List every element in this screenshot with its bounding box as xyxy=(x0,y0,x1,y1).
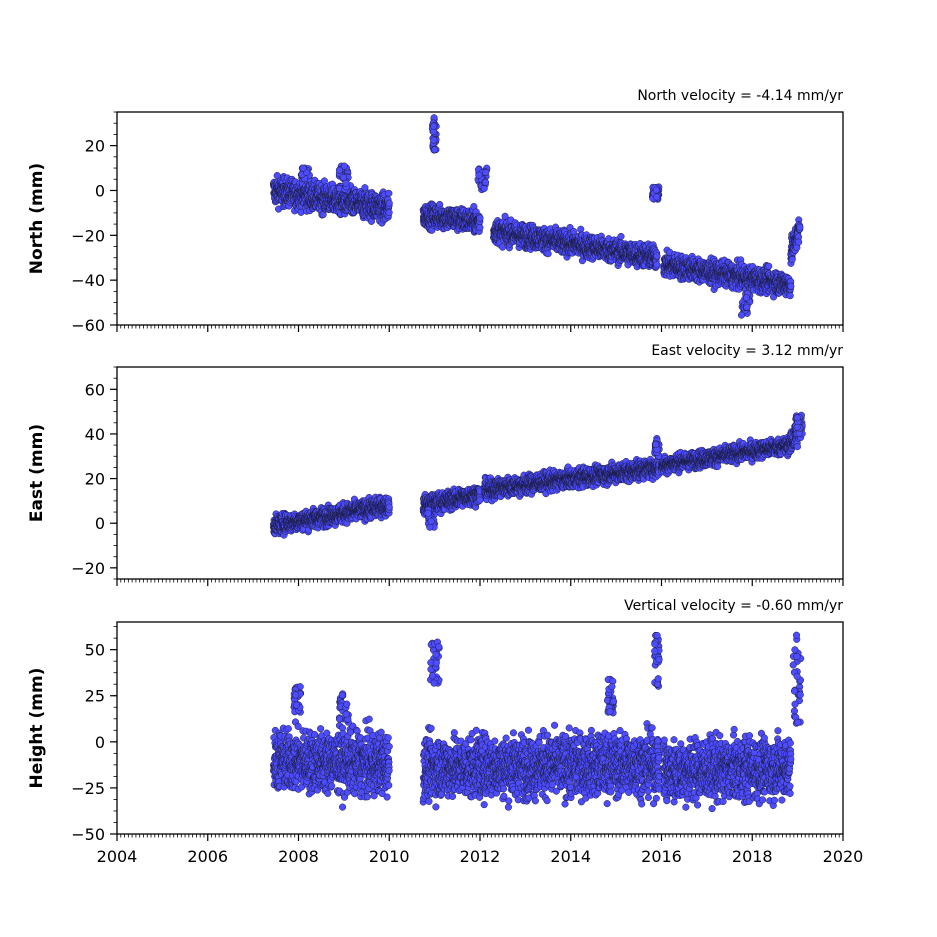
data-point xyxy=(787,282,795,290)
data-point xyxy=(742,294,750,302)
data-point xyxy=(476,224,484,232)
data-point xyxy=(653,193,661,201)
y-tick-label: 20 xyxy=(85,137,105,156)
north-y-ticks: −60 −40 −20 0 20 xyxy=(71,111,117,335)
north-axis-title: North (mm) xyxy=(27,163,47,274)
data-point xyxy=(653,261,661,269)
panel-north: −60 −40 −20 0 20 North (mm) North velocity = -… xyxy=(27,88,844,335)
data-point xyxy=(385,209,393,217)
data-point xyxy=(430,122,438,130)
data-point xyxy=(299,164,307,172)
east-points xyxy=(269,411,806,539)
data-point xyxy=(482,168,490,176)
y-tick-label: 0 xyxy=(95,181,105,200)
data-point xyxy=(335,166,344,174)
data-point xyxy=(795,238,803,246)
data-point xyxy=(481,178,490,186)
data-point xyxy=(737,311,746,319)
data-point xyxy=(385,189,393,197)
panels: −60 −40 −20 0 20 North (mm) North velocity = -… xyxy=(27,88,863,866)
data-point xyxy=(786,292,794,300)
data-point xyxy=(617,232,625,241)
y-tick-label: −40 xyxy=(71,271,105,290)
north-velocity-label: North velocity = -4.14 mm/yr xyxy=(637,88,843,104)
north-points xyxy=(269,114,804,319)
data-point xyxy=(480,184,488,193)
data-point xyxy=(765,262,773,270)
data-point xyxy=(297,208,305,216)
data-point xyxy=(342,179,350,187)
data-point xyxy=(788,255,796,264)
data-point xyxy=(743,303,751,311)
data-point xyxy=(652,186,660,194)
y-tick-label: −60 xyxy=(71,316,105,335)
data-point xyxy=(361,184,369,192)
y-tick-label: −20 xyxy=(71,226,105,245)
data-point xyxy=(430,136,438,144)
data-point xyxy=(796,223,804,231)
data-point xyxy=(476,214,484,222)
data-point xyxy=(475,171,483,179)
data-point xyxy=(385,199,393,207)
data-point xyxy=(431,146,439,154)
data-point xyxy=(544,250,552,258)
north-x-ticks xyxy=(116,325,844,332)
data-point xyxy=(653,252,661,260)
